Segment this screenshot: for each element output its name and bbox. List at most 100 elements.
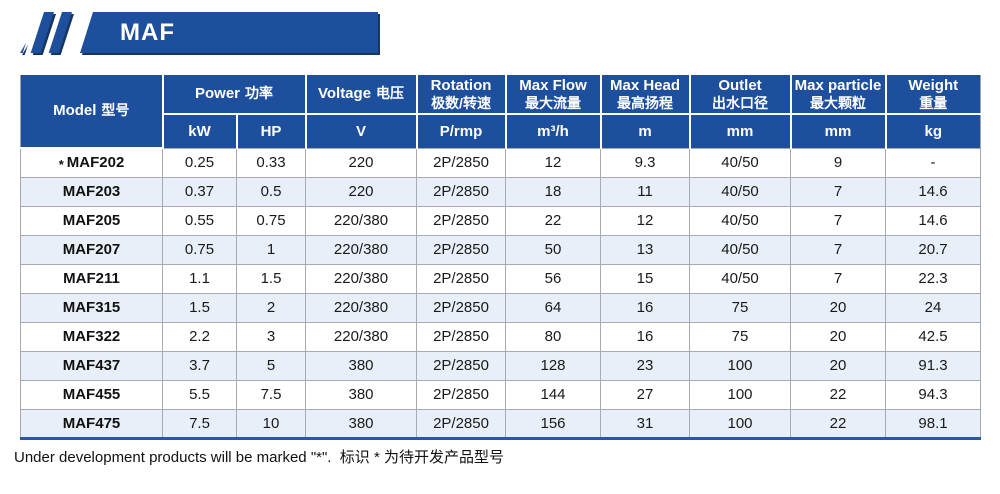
banner-body (80, 12, 378, 53)
value-cell: 16 (600, 292, 691, 323)
value-cell: 20.7 (885, 234, 982, 265)
value-cell: 75 (689, 321, 792, 352)
value-cell: 2P/2850 (416, 379, 507, 410)
table-row: MAF475 7.5 10 380 2P/2850 156 31 100 22 98.1 (20, 408, 982, 439)
footnote: Under development products will be marke… (14, 448, 504, 466)
value-cell: 2P/2850 (416, 350, 507, 381)
col-header-max-head-zh: 最高扬程 (617, 94, 674, 111)
value-cell: 2 (235, 292, 307, 323)
unit-m: m (599, 114, 690, 149)
value-cell: 12 (600, 205, 691, 236)
value-cell: 15 (600, 263, 691, 294)
unit-m3h: m³/h (504, 114, 601, 149)
unit-p-rmp: P/rmp (415, 114, 506, 149)
value-cell: 22 (505, 205, 602, 236)
value-cell: 0.37 (162, 176, 237, 207)
col-header-max-flow-en: Max Flow (519, 77, 587, 94)
value-cell: 5 (235, 350, 307, 381)
value-cell: 220 (305, 147, 418, 178)
col-header-max-head: Max Head 最高扬程 (599, 75, 690, 116)
value-cell: 2P/2850 (416, 321, 507, 352)
value-cell: 100 (689, 350, 792, 381)
col-header-model: Model 型号 (20, 75, 163, 150)
value-cell: 7 (790, 263, 887, 294)
value-cell: 2P/2850 (416, 263, 507, 294)
value-cell: 380 (305, 350, 418, 381)
col-header-max-head-en: Max Head (610, 77, 681, 94)
col-header-rotation-zh: 极数/转速 (431, 94, 491, 111)
unit-mm-outlet: mm (688, 114, 791, 149)
table-body: * MAF202 0.25 0.33 220 2P/2850 12 9.3 40/50 9- MAF… (20, 147, 982, 439)
value-cell: 22.3 (885, 263, 982, 294)
model-cell: MAF322 (20, 321, 163, 352)
value-cell: 64 (505, 292, 602, 323)
value-cell: 220/380 (305, 321, 418, 352)
col-header-max-flow: Max Flow 最大流量 (504, 75, 601, 116)
series-banner: MAF (20, 12, 378, 53)
value-cell: 220 (305, 176, 418, 207)
value-cell: 20 (790, 321, 887, 352)
model-cell: MAF455 (20, 379, 163, 410)
value-cell: 24 (885, 292, 982, 323)
model-cell: MAF437 (20, 350, 163, 381)
col-header-power-zh: 功率 (245, 85, 274, 102)
model-cell: MAF205 (20, 205, 163, 236)
col-header-power-en: Power (195, 85, 241, 103)
value-cell: 16 (600, 321, 691, 352)
value-cell: 1.1 (162, 263, 237, 294)
value-cell: 91.3 (885, 350, 982, 381)
value-cell: 380 (305, 408, 418, 439)
table-row: MAF205 0.55 0.75 220/380 2P/2850 22 12 40/50 7 14… (20, 205, 982, 236)
value-cell: 13 (600, 234, 691, 265)
banner-stripe-icon (48, 12, 72, 53)
col-header-rotation: Rotation 极数/转速 (415, 75, 506, 116)
col-header-voltage-en: Voltage (317, 85, 372, 103)
value-cell: 128 (505, 350, 602, 381)
value-cell: 0.75 (235, 205, 307, 236)
value-cell: 2P/2850 (416, 147, 507, 178)
table-row: * MAF202 0.25 0.33 220 2P/2850 12 9.3 40/50 9- (20, 147, 982, 178)
col-header-model-en: Model (53, 102, 97, 120)
table-row: MAF437 3.7 5 380 2P/2850 128 23 100 20 91.3 (20, 350, 982, 381)
table-row: MAF322 2.2 3 220/380 2P/2850 80 16 75 20 42.5 (20, 321, 982, 352)
value-cell: 42.5 (885, 321, 982, 352)
value-cell: 22 (790, 379, 887, 410)
col-header-weight-zh: 重量 (919, 94, 948, 111)
table-row: MAF203 0.37 0.5 220 2P/2850 18 11 40/50 7 14.6 (20, 176, 982, 207)
value-cell: 27 (600, 379, 691, 410)
value-cell: 40/50 (689, 263, 792, 294)
value-cell: 3 (235, 321, 307, 352)
value-cell: 100 (689, 408, 792, 439)
model-cell: MAF211 (20, 263, 163, 294)
value-cell: 50 (505, 234, 602, 265)
value-cell: 80 (505, 321, 602, 352)
value-cell: 40/50 (689, 176, 792, 207)
value-cell: 7 (790, 176, 887, 207)
col-header-weight-en: Weight (908, 77, 959, 94)
col-header-outlet-zh: 出水口径 (712, 94, 769, 111)
col-header-max-particle-zh: 最大颗粒 (810, 94, 867, 111)
value-cell: 2P/2850 (416, 234, 507, 265)
col-header-voltage-zh: 电压 (376, 85, 405, 102)
col-header-max-particle-en: Max particle (794, 77, 882, 94)
value-cell: 1 (235, 234, 307, 265)
value-cell: 220/380 (305, 205, 418, 236)
unit-mm-particle: mm (789, 114, 886, 149)
model-cell: * MAF202 (20, 147, 163, 178)
col-header-model-zh: 型号 (101, 102, 130, 119)
value-cell: 14.6 (885, 176, 982, 207)
model-cell: MAF475 (20, 408, 163, 439)
col-header-power: Power 功率 (161, 75, 306, 116)
value-cell: 0.33 (235, 147, 307, 178)
value-cell: 12 (505, 147, 602, 178)
value-cell: 9.3 (600, 147, 691, 178)
under-development-star: * (58, 157, 64, 173)
value-cell: 3.7 (162, 350, 237, 381)
model-cell: MAF207 (20, 234, 163, 265)
header-group-row: Model 型号 Power 功率 Voltage 电压 Rotation 极数/转速 … (20, 75, 981, 150)
value-cell: 2P/2850 (416, 176, 507, 207)
col-header-rotation-en: Rotation (430, 77, 492, 94)
value-cell: - (885, 147, 982, 178)
value-cell: 40/50 (689, 147, 792, 178)
value-cell: 220/380 (305, 234, 418, 265)
